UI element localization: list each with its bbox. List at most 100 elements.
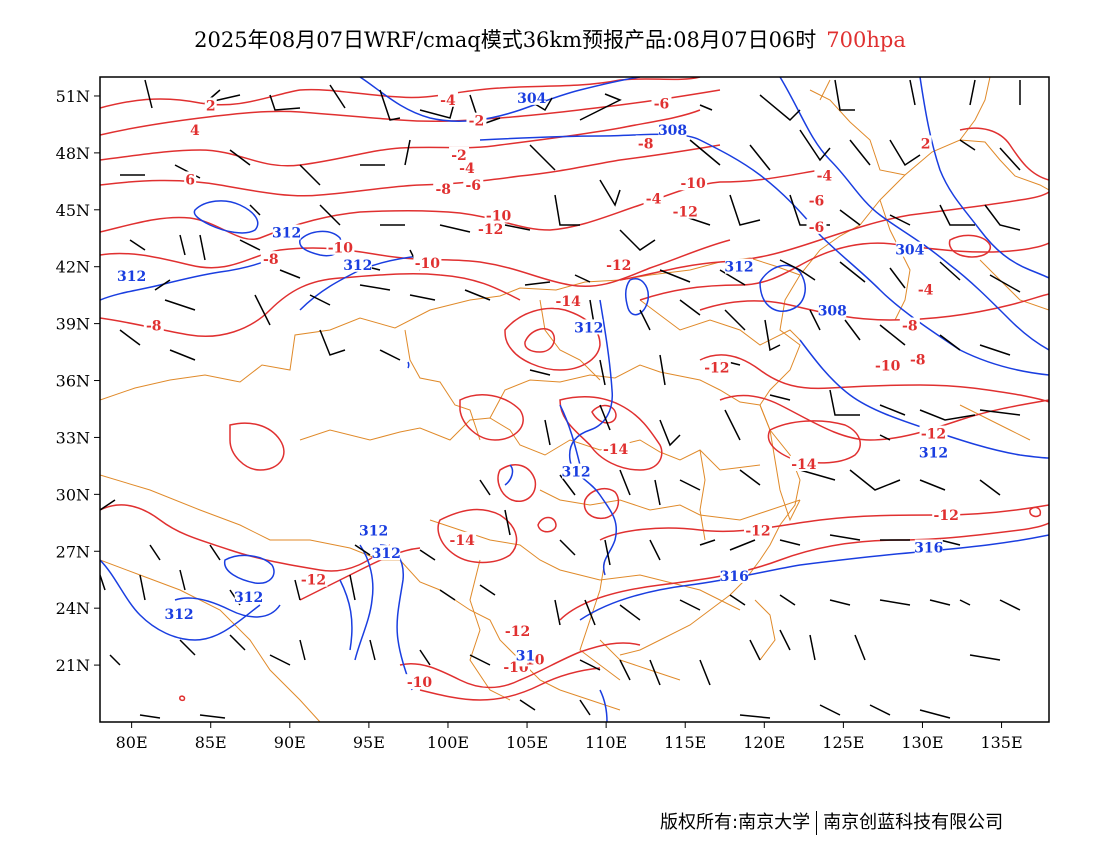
contour-label-mask [818,302,847,318]
contour-label: -14 [450,533,476,549]
contour-label: 6 [185,172,195,188]
lon-tick-label: 130E [901,733,943,752]
latitude-axis: 51N 48N 45N 42N 39N 36N 33N 30N 27N 24N 21N [56,87,100,675]
contour-label-mask [517,89,546,105]
lon-tick-label: 95E [353,733,385,752]
contour-label-mask [914,539,943,555]
footer-left: 版权所有:南京大学 [660,812,811,833]
contour-label: -8 [910,353,926,369]
contour-label-mask [456,160,477,176]
lon-tick-label: 85E [195,733,227,752]
contour-label-mask [204,97,217,113]
contour-label: -8 [146,319,162,335]
contour-label-mask [260,251,281,267]
contour-label-mask [601,440,630,456]
chart-title: 2025年08月07日WRF/cmaq模式36km预报产品:08月07日06时 7… [0,24,1100,54]
contour-label-mask [449,146,470,162]
contour-label: -12 [673,205,698,221]
contour-label-mask [188,122,201,138]
contour-label-mask [899,317,920,333]
contour-label-mask [635,135,656,151]
contour-label-mask [515,647,536,663]
contour-label: -14 [791,457,817,473]
contour-label: -12 [921,427,946,443]
lat-tick-label: 36N [56,372,90,391]
geopotential-labels: 3043083123123123123123043083123123123123… [117,89,948,665]
contour-label-mask [413,254,442,270]
lat-tick-label: 39N [56,315,90,334]
lon-tick-label: 125E [822,733,864,752]
contour-label-mask [372,545,401,561]
footer-credit: 版权所有:南京大学 南京创蓝科技有限公司 [660,808,1003,835]
contour-label-mask [915,281,936,297]
lat-tick-label: 33N [56,428,90,447]
longitude-axis: 80E 85E 90E 95E 100E 105E 110E 115E 120E 125E 130E… [116,722,1023,752]
contour-label: 308 [818,303,847,319]
contour-label: 312 [164,607,193,623]
contour-label-mask [272,224,301,240]
contour-label-mask [359,522,388,538]
contour-label-mask [562,463,591,479]
contour-label-mask [919,135,932,151]
contour-label-mask [299,571,328,587]
contour-label-mask [658,122,687,138]
contour-label: 2 [921,136,931,152]
contour-label: -4 [817,169,833,185]
temperature-contours [100,77,1049,702]
contour-label-mask [724,258,753,274]
contour-label: -4 [646,191,662,207]
contour-label-mask [343,256,372,272]
contour-label-mask [476,220,505,236]
lon-tick-label: 90E [274,733,306,752]
lat-tick-label: 21N [56,656,90,675]
contour-label: -8 [263,252,279,268]
temperature-labels: 246-2-4-2-4-6-8-6-8-10-4-12-10-12-10-8 -1… [143,91,961,691]
contour-label: -8 [902,319,918,335]
contour-label: -8 [638,136,654,152]
lat-tick-label: 51N [56,87,90,106]
contour-label-mask [806,218,827,234]
contour-label: -12 [301,573,326,589]
contour-label: -10 [680,176,706,192]
contour-label: -12 [606,258,631,274]
footer-separator [816,811,818,835]
contour-label-mask [720,567,749,583]
contour-label-mask [671,203,700,219]
contour-label-mask [643,190,664,206]
contour-label-mask [184,171,197,187]
contour-label: 312 [343,258,372,274]
contour-label: 4 [190,123,200,139]
contour-label: 316 [914,540,943,556]
contour-label: 2 [206,98,216,114]
lon-tick-label: 110E [585,733,627,752]
contour-label: -10 [415,256,441,272]
boundary-lines [100,77,1049,722]
contour-label: -10 [328,241,354,257]
contour-label-mask [448,531,477,547]
contour-label: 312 [272,226,301,242]
contour-label-mask [463,177,484,193]
lon-tick-label: 105E [506,733,548,752]
contour-label: -2 [451,148,467,164]
contour-label: -12 [704,360,729,376]
contour-label: -6 [809,220,825,236]
contour-label-mask [433,180,454,196]
contour-label: -6 [465,178,481,194]
contour-label: 31 [516,649,535,665]
contour-label-mask [702,359,731,375]
contour-label-mask [405,674,434,690]
contour-label: 312 [234,590,263,606]
contour-label: -14 [603,442,629,458]
contour-label-mask [895,241,924,257]
lat-tick-label: 30N [56,485,90,504]
contour-label: -12 [505,624,530,640]
lat-tick-label: 45N [56,201,90,220]
contour-label-mask [873,357,902,373]
contour-label: -4 [440,93,456,109]
contour-label-mask [484,207,513,223]
contour-label: 312 [359,523,388,539]
contour-label-mask [604,256,633,272]
contour-label: 304 [895,243,924,259]
contour-label: 308 [658,123,687,139]
contour-label: 316 [720,569,749,585]
